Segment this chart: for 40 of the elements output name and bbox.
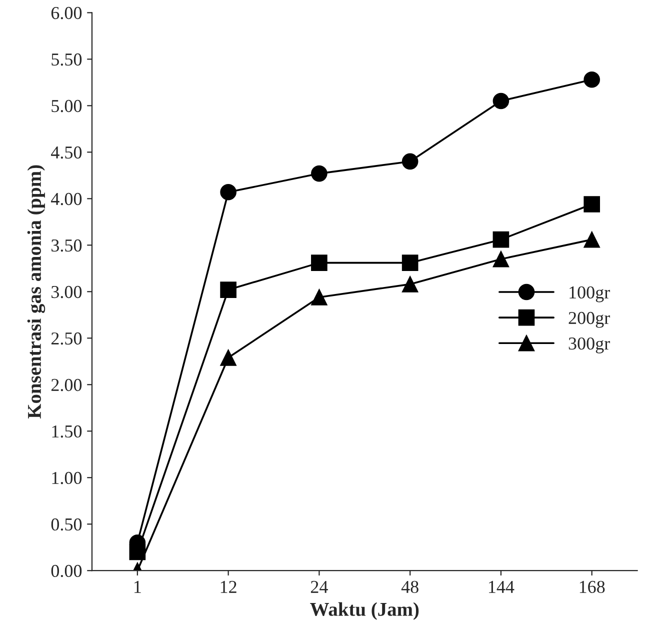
- point: [492, 250, 510, 268]
- point: [402, 254, 418, 271]
- point: [402, 276, 418, 292]
- x-tick-label: 144: [489, 580, 514, 593]
- y-tick-label: 6.00: [51, 6, 82, 20]
- x-tick-label: 24: [310, 580, 328, 593]
- point: [584, 196, 600, 212]
- point: [129, 544, 146, 560]
- x-tick-label: 168: [580, 580, 605, 594]
- y-tick-label: 2.00: [51, 378, 82, 392]
- y-tick-label: 0.00: [51, 564, 82, 578]
- y-tick-label: 4.00: [51, 192, 82, 206]
- point: [492, 92, 510, 110]
- point: [220, 184, 236, 200]
- y-tick-label: 3.00: [52, 286, 82, 298]
- x-tick-label: 48: [401, 580, 418, 594]
- legend-label: 300gr: [568, 337, 610, 354]
- x-tick-label: 1: [134, 580, 141, 593]
- x-axis-title: Waktu (Jam): [310, 602, 419, 620]
- y-tick-label: 1.00: [52, 472, 82, 484]
- y-tick-label: 1.50: [52, 425, 82, 438]
- legend-label: 100gr: [570, 286, 610, 302]
- point: [311, 254, 328, 271]
- y-axis-title: Konsentrasi gas amonia (ppm): [27, 165, 46, 419]
- y-tick-label: 5.00: [52, 100, 82, 112]
- y-tick-label: 2.50: [51, 332, 82, 345]
- point: [220, 282, 236, 298]
- point: [311, 289, 328, 306]
- legend-label: 200gr: [568, 312, 610, 328]
- point: [492, 231, 510, 248]
- y-tick-label: 4.50: [51, 146, 82, 159]
- point: [402, 153, 418, 170]
- point: [220, 350, 236, 366]
- y-tick-label: 0.50: [51, 518, 82, 531]
- x-tick-label: 12: [220, 580, 236, 593]
- point: [584, 71, 600, 88]
- y-tick-label: 3.50: [52, 239, 82, 252]
- point: [311, 165, 328, 182]
- y-tick-label: 5.50: [52, 53, 82, 66]
- point: [584, 231, 600, 248]
